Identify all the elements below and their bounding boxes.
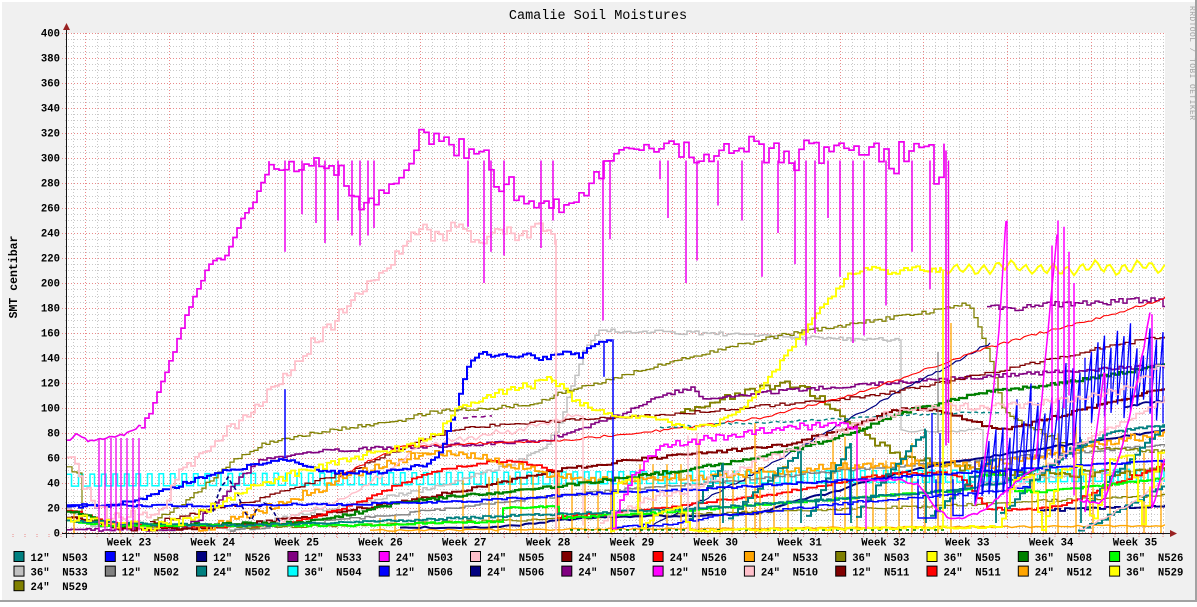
svg-text:24" N503: 24" N503 [396, 553, 453, 565]
svg-text:24" N512: 24" N512 [1035, 568, 1092, 580]
svg-text:300: 300 [41, 154, 60, 166]
svg-text:24" N506: 24" N506 [487, 568, 544, 580]
svg-text:Week 35: Week 35 [1113, 538, 1158, 550]
svg-text:Week 24: Week 24 [191, 538, 236, 550]
svg-text:24" N508: 24" N508 [578, 553, 635, 565]
svg-text:12" N526: 12" N526 [213, 553, 270, 565]
svg-text:40: 40 [47, 479, 60, 491]
svg-text:36" N505: 36" N505 [944, 553, 1001, 565]
svg-text:Week 30: Week 30 [694, 538, 739, 550]
svg-text:60: 60 [47, 454, 60, 466]
svg-text:Week 28: Week 28 [526, 538, 571, 550]
svg-text:24" N533: 24" N533 [761, 553, 818, 565]
svg-text:Week 29: Week 29 [610, 538, 655, 550]
svg-text:140: 140 [41, 354, 60, 366]
svg-text:Week 27: Week 27 [442, 538, 487, 550]
svg-text:320: 320 [41, 129, 60, 141]
svg-text:24" N526: 24" N526 [670, 553, 727, 565]
svg-text:12" N506: 12" N506 [396, 568, 453, 580]
svg-text:400: 400 [41, 29, 60, 41]
svg-text:Week 32: Week 32 [861, 538, 906, 550]
svg-text:24" N510: 24" N510 [761, 568, 818, 580]
svg-text:380: 380 [41, 54, 60, 66]
svg-text:20: 20 [47, 504, 60, 516]
svg-text:12" N511: 12" N511 [852, 568, 909, 580]
svg-text:260: 260 [41, 204, 60, 216]
svg-text:Week 33: Week 33 [945, 538, 990, 550]
svg-text:Camalie Soil Moistures: Camalie Soil Moistures [509, 9, 687, 24]
svg-text:36" N503: 36" N503 [852, 553, 909, 565]
svg-text:220: 220 [41, 254, 60, 266]
svg-text:280: 280 [41, 179, 60, 191]
svg-text:SMT centibar: SMT centibar [8, 236, 21, 319]
svg-text:180: 180 [41, 304, 60, 316]
svg-text:Week 26: Week 26 [358, 538, 403, 550]
svg-text:36" N508: 36" N508 [1035, 553, 1092, 565]
svg-text:24" N529: 24" N529 [31, 582, 88, 594]
svg-text:36" N529: 36" N529 [1126, 568, 1183, 580]
svg-text:200: 200 [41, 279, 60, 291]
svg-text:24" N505: 24" N505 [487, 553, 544, 565]
svg-text:12" N502: 12" N502 [122, 568, 179, 580]
svg-text:36" N533: 36" N533 [31, 568, 88, 580]
svg-text:12" N503: 12" N503 [31, 553, 88, 565]
svg-text:360: 360 [41, 79, 60, 91]
svg-text:240: 240 [41, 229, 60, 241]
svg-text:120: 120 [41, 379, 60, 391]
svg-text:12" N510: 12" N510 [670, 568, 727, 580]
svg-text:100: 100 [41, 404, 60, 416]
svg-text:160: 160 [41, 329, 60, 341]
svg-text:24" N511: 24" N511 [944, 568, 1001, 580]
svg-text:RRDTOOL / TOBI OETIKER: RRDTOOL / TOBI OETIKER [1187, 6, 1196, 120]
svg-text:24" N507: 24" N507 [578, 568, 635, 580]
svg-text:0: 0 [54, 529, 60, 541]
svg-text:36" N504: 36" N504 [304, 568, 362, 580]
svg-text:Week 23: Week 23 [107, 538, 152, 550]
svg-text:80: 80 [47, 429, 60, 441]
svg-text:Week 31: Week 31 [777, 538, 822, 550]
svg-text:36" N526: 36" N526 [1126, 553, 1183, 565]
svg-text:Week 34: Week 34 [1029, 538, 1074, 550]
svg-text:Week 25: Week 25 [274, 538, 319, 550]
svg-text:24" N502: 24" N502 [213, 568, 270, 580]
svg-text:340: 340 [41, 104, 60, 116]
svg-text:12" N533: 12" N533 [304, 553, 361, 565]
svg-text:12" N508: 12" N508 [122, 553, 179, 565]
